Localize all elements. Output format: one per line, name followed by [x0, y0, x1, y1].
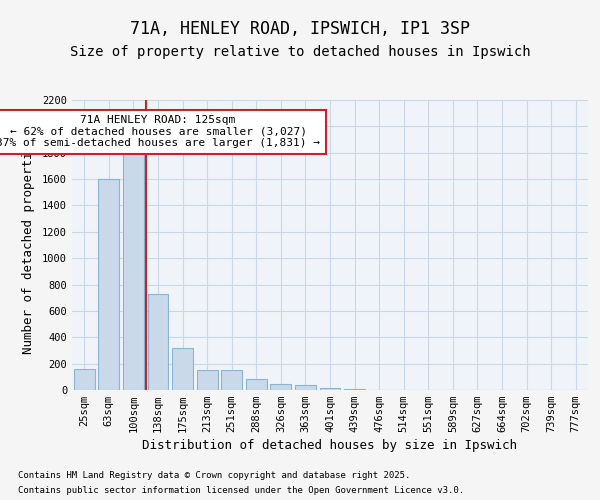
Y-axis label: Number of detached properties: Number of detached properties [22, 136, 35, 354]
Text: 71A HENLEY ROAD: 125sqm
← 62% of detached houses are smaller (3,027)
37% of semi: 71A HENLEY ROAD: 125sqm ← 62% of detache… [0, 115, 320, 148]
Text: Contains HM Land Registry data © Crown copyright and database right 2025.: Contains HM Land Registry data © Crown c… [18, 471, 410, 480]
Text: Size of property relative to detached houses in Ipswich: Size of property relative to detached ho… [70, 45, 530, 59]
Bar [123, 152, 144, 390]
Bar [197, 370, 218, 390]
X-axis label: Distribution of detached houses by size in Ipswich: Distribution of detached houses by size … [143, 440, 517, 452]
Bar [148, 294, 169, 390]
Bar [221, 370, 242, 390]
Bar [246, 379, 267, 390]
Text: Contains public sector information licensed under the Open Government Licence v3: Contains public sector information licen… [18, 486, 464, 495]
Bar [295, 386, 316, 390]
Bar [172, 348, 193, 390]
Bar [271, 384, 292, 390]
Text: 71A, HENLEY ROAD, IPSWICH, IP1 3SP: 71A, HENLEY ROAD, IPSWICH, IP1 3SP [130, 20, 470, 38]
Bar [320, 388, 340, 390]
Bar [74, 369, 95, 390]
Bar [98, 179, 119, 390]
